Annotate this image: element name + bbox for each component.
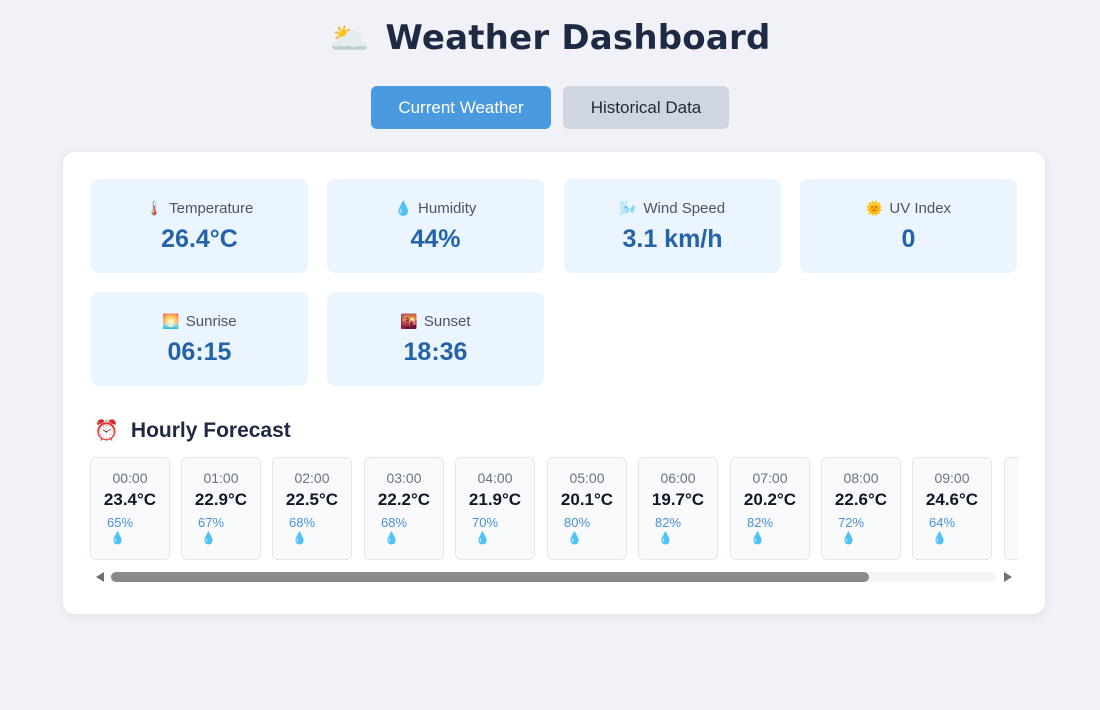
hour-card-02: 02:00 22.5°C 68% 💧 [272,457,352,560]
hour-temp: 21.9°C [468,490,522,509]
droplet-icon: 💧 [292,531,307,545]
sun-icon: 🌞 [865,200,884,216]
hour-temp: 23.4°C [103,490,157,509]
sunset-label: Sunset [423,313,471,330]
hour-card-00: 00:00 23.4°C 65% 💧 [90,457,170,560]
hour-time: 05:00 [569,470,605,486]
forecast-scrollbar[interactable] [94,570,1014,586]
page-header: 🌥️ Weather Dashboard [0,18,1100,58]
sun-behind-cloud-icon: 🌥️ [329,20,370,56]
hour-temp: 22.5°C [285,490,339,509]
hour-temp: 22.2°C [377,490,431,509]
droplet-icon: 💧 [384,531,399,545]
humidity-label: Humidity [418,200,477,217]
scroll-right-arrow-icon[interactable] [1004,572,1012,582]
hourly-forecast-title: Hourly Forecast [130,418,291,442]
tab-historical-data[interactable]: Historical Data [563,86,729,129]
thermometer-icon: 🌡️ [145,200,164,216]
sunset-card: 🌇 Sunset 18:36 [327,292,544,386]
droplet-icon: 💧 [567,531,582,545]
hour-card-08: 08:00 22.6°C 72% 💧 [821,457,901,560]
hour-temp: 24.6°C [925,490,979,509]
droplet-icon: 💧 [932,531,947,545]
wind-speed-value: 3.1 km/h [622,225,723,253]
weather-panel: 🌡️ Temperature 26.4°C 💧 Humidity 44% 🌬️ … [63,152,1045,614]
hour-temp: 20.2°C [743,490,797,509]
wind-speed-card: 🌬️ Wind Speed 3.1 km/h [564,179,781,273]
hour-time: 00:00 [112,470,148,486]
hour-humidity: 65% [107,515,134,530]
hour-card-07: 07:00 20.2°C 82% 💧 [730,457,810,560]
uv-index-value: 0 [901,225,916,253]
tab-current-weather[interactable]: Current Weather [371,86,551,129]
hour-humidity: 68% [381,515,408,530]
hour-temp: 20.1°C [560,490,614,509]
hour-humidity: 70% [472,515,499,530]
sunrise-value: 06:15 [167,338,232,366]
droplet-icon: 💧 [201,531,216,545]
hour-humidity: 67% [198,515,225,530]
temperature-card: 🌡️ Temperature 26.4°C [91,179,308,273]
hour-card-09: 09:00 24.6°C 64% 💧 [912,457,992,560]
droplet-icon: 💧 [475,531,490,545]
hour-time: 06:00 [660,470,696,486]
hour-temp: 22.6°C [834,490,888,509]
sunset-value: 18:36 [403,338,468,366]
sunset-icon: 🌇 [400,313,418,329]
wind-icon: 🌬️ [619,200,638,216]
hour-humidity: 82% [747,515,774,530]
uv-index-label: UV Index [889,200,952,217]
hour-card-05: 05:00 20.1°C 80% 💧 [547,457,627,560]
hour-time: 07:00 [752,470,788,486]
droplet-icon: 💧 [110,531,125,545]
hour-humidity: 82% [655,515,682,530]
hour-temp: 19.7°C [651,490,705,509]
hour-time: 03:00 [386,470,422,486]
scroll-left-arrow-icon[interactable] [96,572,104,582]
hour-time: 09:00 [934,470,970,486]
humidity-card: 💧 Humidity 44% [327,179,544,273]
page-title: Weather Dashboard [385,18,771,58]
hour-card-03: 03:00 22.2°C 68% 💧 [364,457,444,560]
hour-humidity: 64% [929,515,956,530]
hourly-forecast-heading: ⏰ Hourly Forecast [94,418,291,443]
droplet-icon: 💧 [394,200,413,216]
alarm-clock-icon: ⏰ [94,420,119,442]
hour-humidity: 80% [564,515,591,530]
sunrise-label: Sunrise [185,313,237,330]
hour-time: 02:00 [294,470,330,486]
sunrise-card: 🌅 Sunrise 06:15 [91,292,308,386]
hour-card-01: 01:00 22.9°C 67% 💧 [181,457,261,560]
hour-time: 04:00 [477,470,513,486]
hour-card-04: 04:00 21.9°C 70% 💧 [455,457,535,560]
hour-time: 08:00 [843,470,879,486]
uv-index-card: 🌞 UV Index 0 [800,179,1017,273]
hour-humidity: 68% [289,515,316,530]
temperature-label: Temperature [169,200,254,217]
humidity-value: 44% [410,225,461,253]
tab-bar: Current Weather Historical Data [0,86,1100,129]
hour-time: 01:00 [203,470,239,486]
hour-card-partial [1004,457,1018,560]
droplet-icon: 💧 [750,531,765,545]
hourly-forecast-list[interactable]: 00:00 23.4°C 65% 💧 01:00 22.9°C 67% 💧 02… [90,457,1018,561]
hour-humidity: 72% [838,515,865,530]
scrollbar-thumb[interactable] [111,572,869,582]
wind-speed-label: Wind Speed [643,200,726,217]
sunrise-icon: 🌅 [162,313,180,329]
temperature-value: 26.4°C [161,225,238,253]
droplet-icon: 💧 [841,531,856,545]
hour-card-06: 06:00 19.7°C 82% 💧 [638,457,718,560]
hour-temp: 22.9°C [194,490,248,509]
droplet-icon: 💧 [658,531,673,545]
